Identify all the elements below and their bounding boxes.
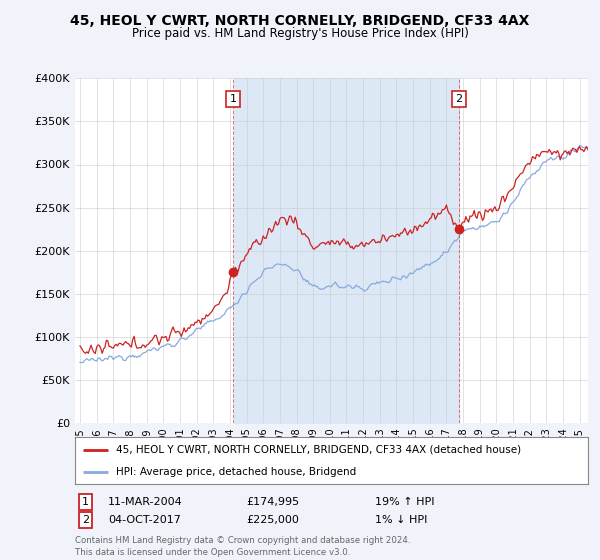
Text: 19% ↑ HPI: 19% ↑ HPI [375, 497, 434, 507]
Text: 45, HEOL Y CWRT, NORTH CORNELLY, BRIDGEND, CF33 4AX (detached house): 45, HEOL Y CWRT, NORTH CORNELLY, BRIDGEN… [116, 445, 521, 455]
Text: Contains HM Land Registry data © Crown copyright and database right 2024.
This d: Contains HM Land Registry data © Crown c… [75, 536, 410, 557]
Text: 1% ↓ HPI: 1% ↓ HPI [375, 515, 427, 525]
Text: HPI: Average price, detached house, Bridgend: HPI: Average price, detached house, Brid… [116, 466, 356, 477]
Text: 1: 1 [230, 94, 237, 104]
Text: 2: 2 [82, 515, 89, 525]
Text: 11-MAR-2004: 11-MAR-2004 [108, 497, 183, 507]
Text: 45, HEOL Y CWRT, NORTH CORNELLY, BRIDGEND, CF33 4AX: 45, HEOL Y CWRT, NORTH CORNELLY, BRIDGEN… [70, 14, 530, 28]
Text: £225,000: £225,000 [246, 515, 299, 525]
Text: 2: 2 [455, 94, 463, 104]
Text: 04-OCT-2017: 04-OCT-2017 [108, 515, 181, 525]
Text: 1: 1 [82, 497, 89, 507]
Text: £174,995: £174,995 [246, 497, 299, 507]
Text: Price paid vs. HM Land Registry's House Price Index (HPI): Price paid vs. HM Land Registry's House … [131, 27, 469, 40]
